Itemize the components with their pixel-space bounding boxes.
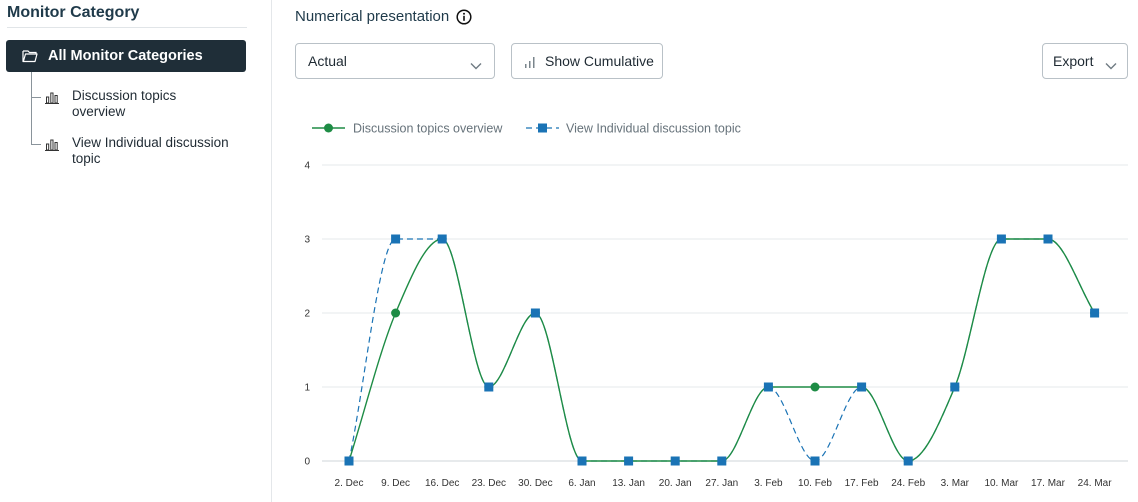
y-tick-label: 2	[304, 309, 310, 320]
y-tick-label: 4	[304, 161, 310, 172]
data-point-view-individual-discussion-topic	[577, 456, 587, 466]
data-point-view-individual-discussion-topic	[810, 456, 820, 466]
export-button[interactable]: Export	[1042, 43, 1128, 79]
bar-chart-icon	[45, 91, 59, 104]
x-tick-label: 13. Jan	[612, 478, 645, 489]
line-chart: 0 1 2 3 4 2. Dec 9. Dec 16. Dec 23. Dec 30. Dec 6.…	[304, 122, 1128, 489]
data-point-view-individual-discussion-topic	[484, 382, 494, 392]
tree-item-all-monitor-categories[interactable]: All Monitor Categories	[6, 40, 246, 72]
x-tick-label: 17. Mar	[1031, 478, 1066, 489]
sidebar: Monitor Category All Monitor Categories …	[0, 0, 272, 502]
data-point-discussion-topics-overview	[391, 308, 401, 318]
data-point-view-individual-discussion-topic	[391, 234, 401, 244]
data-point-view-individual-discussion-topic	[950, 382, 960, 392]
data-point-view-individual-discussion-topic	[903, 456, 913, 466]
x-tick-label: 20. Jan	[659, 478, 692, 489]
data-point-view-individual-discussion-topic	[1090, 308, 1100, 318]
data-point-view-individual-discussion-topic	[996, 234, 1006, 244]
tree-branch	[31, 97, 41, 98]
data-point-view-individual-discussion-topic	[437, 234, 447, 244]
y-tick-label: 0	[304, 457, 310, 468]
x-tick-label: 16. Dec	[425, 478, 459, 489]
x-tick-label: 30. Dec	[518, 478, 552, 489]
legend-label-view-individual-discussion-topic: View Individual discussion topic	[566, 122, 741, 136]
data-point-view-individual-discussion-topic	[624, 456, 634, 466]
info-icon[interactable]	[456, 8, 472, 25]
tree-item-label: Discussion topics overview	[72, 88, 177, 119]
page-title-text: Numerical presentation	[295, 8, 450, 25]
series-line-view-individual-discussion-topic	[348, 238, 1096, 462]
x-tick-label: 24. Mar	[1078, 478, 1113, 489]
bar-chart-icon	[524, 55, 536, 68]
legend-marker-discussion-topics-overview	[324, 123, 333, 133]
legend-label-discussion-topics-overview: Discussion topics overview	[353, 122, 503, 136]
value-mode-select[interactable]: Actual	[295, 43, 495, 79]
value-mode-select-value: Actual	[308, 53, 347, 69]
legend-marker-view-individual-discussion-topic	[538, 123, 547, 133]
page-title: Numerical presentation	[295, 8, 472, 25]
sidebar-divider	[7, 27, 247, 28]
x-tick-label: 10. Mar	[984, 478, 1019, 489]
x-tick-label: 17. Feb	[845, 478, 879, 489]
tree-root-label: All Monitor Categories	[48, 48, 203, 64]
tree-item-label: View Individual discussion topic	[72, 135, 229, 166]
folder-open-icon	[22, 49, 38, 63]
chevron-down-icon	[470, 57, 482, 70]
sidebar-title: Monitor Category	[7, 4, 140, 21]
x-tick-label: 9. Dec	[381, 478, 410, 489]
x-tick-label: 10. Feb	[798, 478, 832, 489]
data-point-view-individual-discussion-topic	[717, 456, 727, 466]
x-tick-label: 2. Dec	[335, 478, 364, 489]
x-tick-label: 27. Jan	[705, 478, 738, 489]
main-panel: Numerical presentation Actual Show Cumul…	[272, 0, 1138, 502]
data-point-view-individual-discussion-topic	[857, 382, 867, 392]
export-label: Export	[1053, 53, 1094, 69]
show-cumulative-button[interactable]: Show Cumulative	[511, 43, 663, 79]
y-tick-label: 1	[304, 383, 310, 394]
data-point-view-individual-discussion-topic	[670, 456, 680, 466]
bar-chart-icon	[45, 138, 59, 151]
series-line-discussion-topics-overview	[348, 238, 1096, 462]
tree-branch	[31, 144, 41, 145]
data-point-view-individual-discussion-topic	[763, 382, 773, 392]
data-point-view-individual-discussion-topic	[530, 308, 540, 318]
x-tick-label: 24. Feb	[891, 478, 925, 489]
data-point-view-individual-discussion-topic	[344, 456, 354, 466]
data-point-view-individual-discussion-topic	[1043, 234, 1053, 244]
tree-connector	[31, 72, 32, 144]
show-cumulative-label: Show Cumulative	[545, 53, 654, 69]
data-point-discussion-topics-overview	[810, 382, 820, 392]
x-tick-label: 3. Feb	[754, 478, 783, 489]
chevron-down-icon	[1105, 57, 1117, 70]
y-tick-label: 3	[304, 235, 310, 246]
x-tick-label: 23. Dec	[472, 478, 506, 489]
x-tick-label: 6. Jan	[568, 478, 595, 489]
x-tick-label: 3. Mar	[941, 478, 970, 489]
